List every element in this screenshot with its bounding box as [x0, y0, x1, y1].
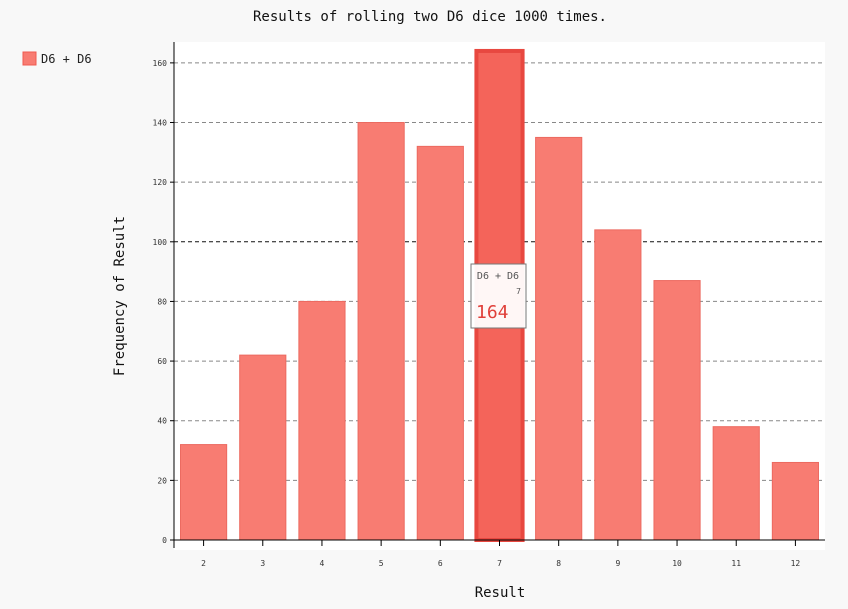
y-tick-label: 80 [157, 297, 167, 306]
bar[interactable] [298, 300, 346, 541]
bar[interactable] [180, 444, 228, 541]
bar[interactable] [357, 122, 405, 541]
x-tick-label: 6 [438, 559, 443, 568]
x-tick-label: 9 [615, 559, 620, 568]
bars[interactable] [180, 48, 819, 542]
tooltip-series-label: D6 + D6 [477, 271, 519, 282]
y-tick-label: 20 [157, 476, 167, 485]
tooltip-x-value: 7 [516, 287, 521, 296]
x-tick-labels: 2 3 4 5 6 7 8 9 10 11 12 [201, 540, 800, 568]
bar[interactable] [535, 136, 583, 541]
x-tick-label: 10 [672, 559, 682, 568]
x-tick-label: 8 [556, 559, 561, 568]
y-tick-label: 140 [153, 119, 168, 128]
y-tick-label: 120 [153, 178, 168, 187]
bar[interactable] [594, 229, 642, 541]
x-tick-label: 2 [201, 559, 206, 568]
y-axis-title: Frequency of Result [112, 216, 128, 376]
y-tick-labels: 0 20 40 60 80 100 120 140 160 [153, 59, 174, 545]
x-tick-label: 7 [497, 559, 502, 568]
bar[interactable] [712, 426, 760, 541]
tooltip-box [470, 263, 527, 329]
bar[interactable] [653, 280, 701, 541]
tooltip-y-value: 164 [476, 302, 509, 323]
y-tick-label: 40 [157, 417, 167, 426]
x-tick-label: 3 [260, 559, 265, 568]
y-tick-label: 100 [153, 238, 168, 247]
y-tick-label: 60 [157, 357, 167, 366]
x-tick-label: 4 [320, 559, 325, 568]
x-tick-label: 12 [791, 559, 801, 568]
legend[interactable]: D6 + D6 [22, 51, 92, 66]
bar[interactable] [771, 461, 819, 541]
legend-label: D6 + D6 [41, 52, 92, 66]
bar[interactable] [416, 145, 464, 541]
bar[interactable] [239, 354, 287, 541]
y-tick-label: 0 [162, 536, 167, 545]
tooltip: D6 + D6 7 164 [470, 263, 527, 329]
x-axis-title: Result [475, 585, 526, 601]
y-tick-label: 160 [153, 59, 168, 68]
x-tick-label: 5 [379, 559, 384, 568]
x-tick-label: 11 [731, 559, 741, 568]
chart-title: Results of rolling two D6 dice 1000 time… [253, 9, 607, 25]
legend-swatch[interactable] [22, 51, 37, 66]
